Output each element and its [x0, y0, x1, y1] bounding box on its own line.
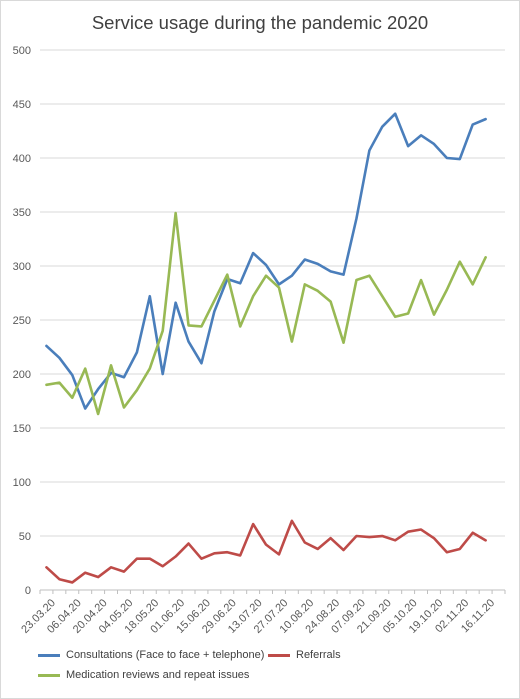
y-axis: 0 50 100 150 200 250 300 350 400 450 500: [13, 45, 31, 597]
y-tick-label: 300: [13, 261, 31, 273]
y-tick-label: 100: [13, 477, 31, 489]
series-lines: [45, 112, 487, 584]
legend-label: Medication reviews and repeat issues: [66, 669, 250, 681]
series-line-1: [45, 519, 487, 584]
legend-item: Medication reviews and repeat issues: [38, 669, 249, 681]
legend-item: Consultations (Face to face + telephone): [38, 649, 264, 661]
legend-label: Consultations (Face to face + telephone): [66, 649, 265, 661]
y-tick-label: 500: [13, 45, 31, 57]
legend-swatch: [38, 673, 60, 677]
y-tick-label: 200: [13, 369, 31, 381]
y-tick-label: 400: [13, 153, 31, 165]
x-axis: 23.03.2006.04.2020.04.2004.05.2018.05.20…: [19, 589, 506, 636]
legend-swatch: [38, 653, 60, 657]
y-tick-label: 50: [19, 531, 31, 543]
legend-swatch: [268, 653, 290, 657]
legend-item: Referrals: [268, 649, 341, 661]
y-tick-label: 350: [13, 207, 31, 219]
legend-label: Referrals: [296, 649, 341, 661]
series-line-2: [45, 211, 487, 416]
y-tick-label: 450: [13, 99, 31, 111]
y-tick-label: 0: [25, 585, 31, 597]
gridlines: [40, 49, 505, 537]
series-line-0: [45, 112, 487, 410]
chart-title: Service usage during the pandemic 2020: [91, 12, 429, 33]
y-tick-label: 150: [13, 423, 31, 435]
y-tick-label: 250: [13, 315, 31, 327]
